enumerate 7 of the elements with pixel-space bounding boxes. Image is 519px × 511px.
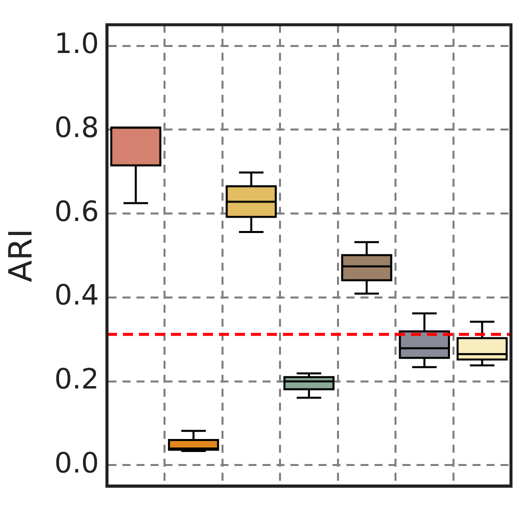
y-tick-label: 1.0 xyxy=(54,27,99,60)
y-tick-label: 0.6 xyxy=(54,194,99,228)
y-tick-label: 0.2 xyxy=(54,362,99,396)
y-tick-label: 0.4 xyxy=(54,278,99,312)
y-axis-title: ARI xyxy=(2,228,40,282)
y-tick-label: 0.8 xyxy=(54,110,99,144)
y-tick-label: 0.0 xyxy=(54,446,99,480)
